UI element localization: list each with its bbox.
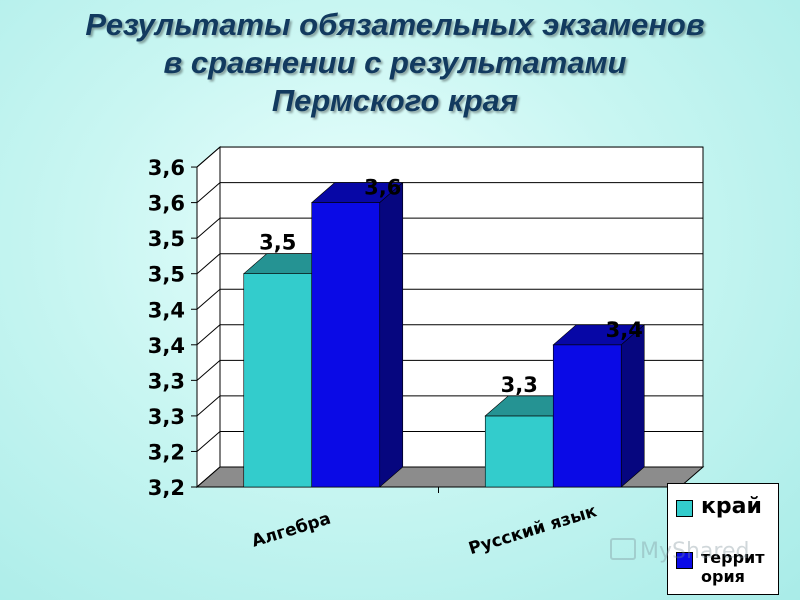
legend: край террит ория (667, 483, 779, 595)
y-tick-label: 3,2 (148, 476, 185, 500)
legend-item-territoriya: террит ория (676, 548, 776, 586)
gridline-diagonal (196, 146, 221, 168)
bar-1-0 (484, 415, 554, 488)
y-tick-label: 3,3 (148, 369, 185, 393)
y-tick-label: 3,3 (148, 405, 185, 429)
gridline-diagonal (196, 288, 221, 310)
y-tick-label: 3,5 (148, 263, 185, 287)
legend-swatch-territoriya (676, 552, 693, 569)
gridline-diagonal (196, 182, 221, 203)
data-label-1-0: 3,3 (501, 373, 538, 397)
data-label-0-0: 3,5 (259, 231, 296, 255)
gridline-diagonal (196, 395, 221, 417)
gridline-diagonal (196, 217, 221, 239)
bar-0-0 (243, 273, 313, 488)
y-tick-label: 3,6 (148, 192, 185, 216)
legend-label-territoriya: террит ория (701, 548, 765, 586)
bar-side-0-1 (379, 181, 404, 488)
y-tick-label: 3,6 (148, 156, 185, 180)
y-tick-label: 3,4 (148, 298, 185, 322)
chart-title: Результаты обязательных экзаменов в срав… (0, 6, 790, 120)
watermark: MyShared (610, 538, 749, 564)
gridline-diagonal (196, 253, 221, 275)
x-tick-label-1: Русский язык (466, 501, 599, 559)
watermark-text: MyShared (640, 539, 750, 564)
gridline-diagonal (196, 431, 221, 452)
y-tick-label: 3,5 (148, 227, 185, 251)
legend-label-kray: край (701, 494, 762, 519)
title-line-3: Пермского края (271, 83, 519, 118)
bar-1-1 (552, 344, 622, 488)
bar-0-1 (311, 202, 381, 488)
y-tick-label: 3,2 (148, 440, 185, 464)
presentation-icon (610, 538, 636, 560)
legend-item-kray: край (676, 494, 762, 519)
chart-side-wall (196, 145, 221, 489)
title-line-2: в сравнении с результатами (163, 45, 627, 80)
data-label-1-1: 3,4 (606, 318, 643, 342)
y-tick-label: 3,4 (148, 334, 185, 358)
data-label-0-1: 3,6 (364, 176, 401, 200)
gridline-diagonal (196, 324, 221, 346)
x-tick-label-0: Алгебра (249, 509, 333, 552)
gridline-diagonal (196, 359, 221, 381)
bar-side-1-1 (620, 324, 645, 488)
legend-swatch-kray (676, 500, 693, 517)
title-line-1: Результаты обязательных экзаменов (85, 7, 705, 42)
